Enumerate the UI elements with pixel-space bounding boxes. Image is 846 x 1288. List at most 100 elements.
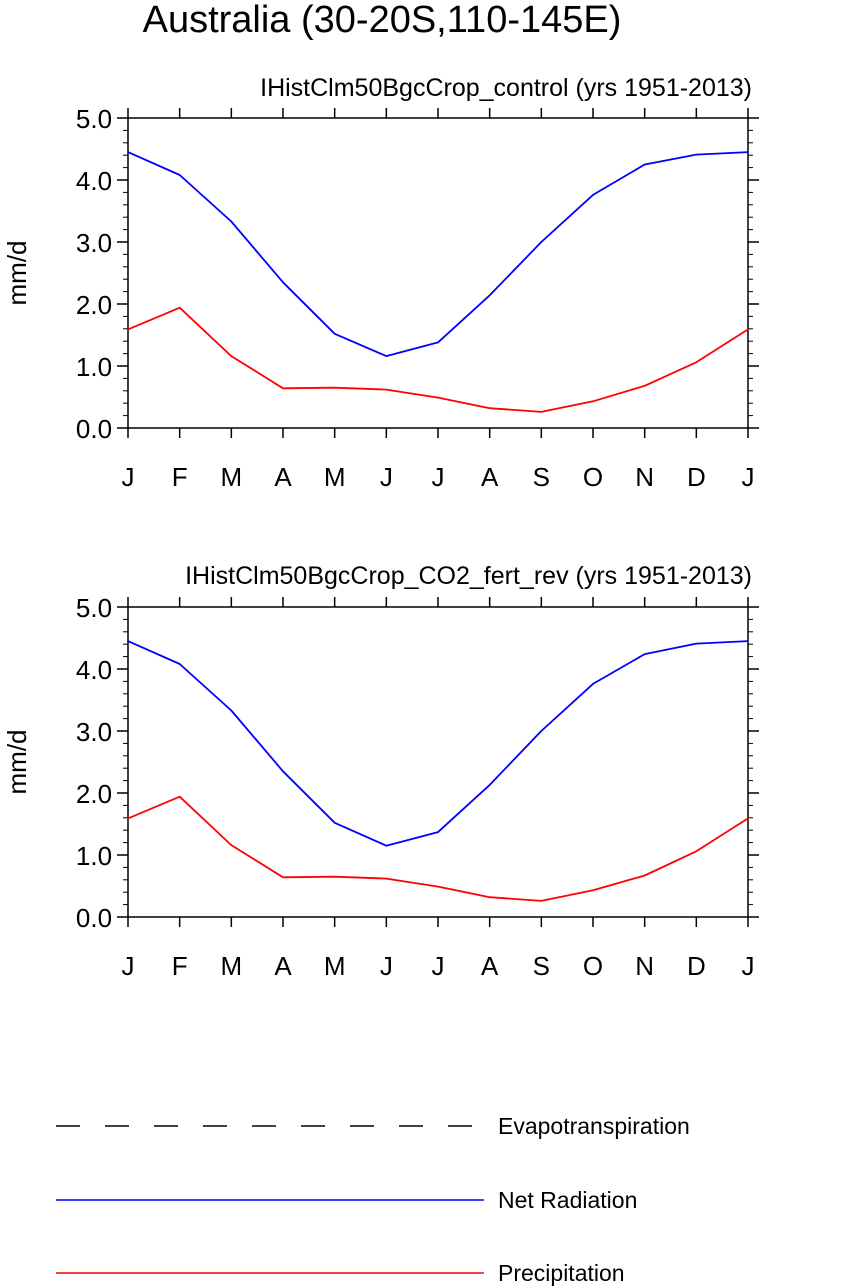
data-point-net-radiation	[592, 194, 594, 196]
x-tick-label: A	[481, 462, 499, 492]
data-point-precipitation	[695, 850, 698, 853]
x-tick-label: J	[742, 951, 755, 981]
data-point-precipitation	[282, 876, 284, 879]
data-point-precipitation	[695, 361, 698, 364]
y-tick-label: 2.0	[76, 290, 112, 320]
data-point-net-radiation	[230, 709, 233, 712]
x-tick-label: M	[324, 951, 346, 981]
data-point-precipitation	[643, 874, 646, 877]
x-tick-label: J	[432, 462, 445, 492]
data-point-precipitation	[333, 386, 336, 389]
data-point-net-radiation	[488, 784, 491, 786]
data-point-precipitation	[127, 817, 129, 820]
x-tick-label: S	[533, 951, 550, 981]
data-point-net-radiation	[333, 821, 336, 824]
x-tick-label: J	[380, 462, 393, 492]
data-point-precipitation	[488, 896, 491, 898]
data-point-net-radiation	[747, 640, 749, 642]
x-tick-label: A	[274, 951, 292, 981]
chart-panel-1: IHistClm50BgcCrop_control (yrs 1951-2013…	[2, 74, 759, 492]
series-line-net-radiation	[127, 640, 749, 847]
x-tick-label: S	[533, 462, 550, 492]
chart-title: IHistClm50BgcCrop_CO2_fert_rev (yrs 1951…	[185, 562, 752, 590]
chart-title: IHistClm50BgcCrop_control (yrs 1951-2013…	[260, 74, 752, 102]
x-tick-label: N	[635, 462, 654, 492]
data-point-precipitation	[540, 900, 543, 902]
x-tick-label: J	[432, 951, 445, 981]
x-tick-label: A	[481, 951, 499, 981]
data-point-net-radiation	[127, 151, 129, 153]
data-point-net-radiation	[695, 153, 698, 156]
x-tick-label: J	[122, 951, 135, 981]
data-point-precipitation	[488, 407, 491, 409]
data-point-precipitation	[385, 388, 388, 391]
y-tick-label: 1.0	[76, 352, 112, 382]
data-point-net-radiation	[333, 332, 336, 335]
data-point-net-radiation	[592, 683, 594, 685]
data-point-net-radiation	[230, 220, 233, 223]
legend: Evapotranspiration Net Radiation Precipita…	[56, 1113, 690, 1286]
y-axis-label: mm/d	[2, 730, 32, 795]
legend-label: Precipitation	[498, 1260, 625, 1286]
x-tick-label: D	[687, 951, 706, 981]
data-point-net-radiation	[282, 281, 284, 284]
y-tick-label: 5.0	[76, 593, 112, 623]
x-tick-label: F	[172, 951, 188, 981]
data-point-net-radiation	[643, 163, 646, 166]
series-line-precipitation	[127, 795, 749, 902]
y-tick-label: 5.0	[76, 104, 112, 134]
x-tick-label: J	[380, 951, 393, 981]
legend-label: Net Radiation	[498, 1187, 637, 1213]
legend-item: Evapotranspiration	[56, 1113, 690, 1139]
x-tick-label: J	[122, 462, 135, 492]
figure-title: Australia (30-20S,110-145E)	[143, 0, 622, 41]
plots-group: IHistClm50BgcCrop_control (yrs 1951-2013…	[2, 74, 759, 981]
series-line-precipitation	[127, 306, 749, 413]
data-point-precipitation	[592, 889, 594, 892]
x-tick-label: M	[324, 462, 346, 492]
data-point-precipitation	[178, 306, 181, 309]
x-tick-label: M	[220, 462, 242, 492]
x-tick-label: M	[220, 951, 242, 981]
x-tick-label: O	[583, 462, 603, 492]
y-tick-label: 4.0	[76, 166, 112, 196]
data-point-precipitation	[178, 795, 181, 798]
data-point-net-radiation	[178, 663, 181, 665]
data-point-net-radiation	[127, 640, 129, 642]
x-tick-label: O	[583, 951, 603, 981]
y-tick-label: 3.0	[76, 228, 112, 258]
data-point-net-radiation	[643, 653, 646, 655]
data-point-precipitation	[385, 877, 388, 880]
data-point-net-radiation	[540, 730, 543, 732]
data-point-net-radiation	[437, 341, 439, 344]
y-tick-label: 0.0	[76, 414, 112, 444]
data-point-precipitation	[592, 400, 594, 403]
data-point-precipitation	[643, 385, 646, 387]
chart-panel-2: IHistClm50BgcCrop_CO2_fert_rev (yrs 1951…	[2, 562, 759, 981]
legend-item: Precipitation	[56, 1260, 625, 1286]
y-tick-label: 0.0	[76, 903, 112, 933]
data-point-precipitation	[540, 411, 543, 413]
data-point-precipitation	[747, 328, 749, 331]
data-point-net-radiation	[437, 831, 439, 833]
data-point-precipitation	[282, 387, 284, 390]
data-point-precipitation	[437, 396, 439, 399]
legend-label: Evapotranspiration	[498, 1113, 690, 1139]
series-line-net-radiation	[127, 151, 749, 358]
x-tick-label: D	[687, 462, 706, 492]
data-point-precipitation	[230, 355, 233, 357]
data-point-precipitation	[127, 328, 129, 331]
data-point-net-radiation	[540, 241, 543, 243]
x-tick-label: N	[635, 951, 654, 981]
y-tick-label: 2.0	[76, 779, 112, 809]
data-point-net-radiation	[385, 844, 388, 847]
x-tick-label: A	[274, 462, 292, 492]
data-point-precipitation	[747, 817, 749, 820]
legend-item: Net Radiation	[56, 1187, 637, 1213]
y-axis-label: mm/d	[2, 241, 32, 306]
data-point-precipitation	[333, 875, 336, 878]
data-point-net-radiation	[488, 294, 491, 297]
data-point-precipitation	[230, 844, 233, 846]
y-tick-label: 4.0	[76, 655, 112, 685]
